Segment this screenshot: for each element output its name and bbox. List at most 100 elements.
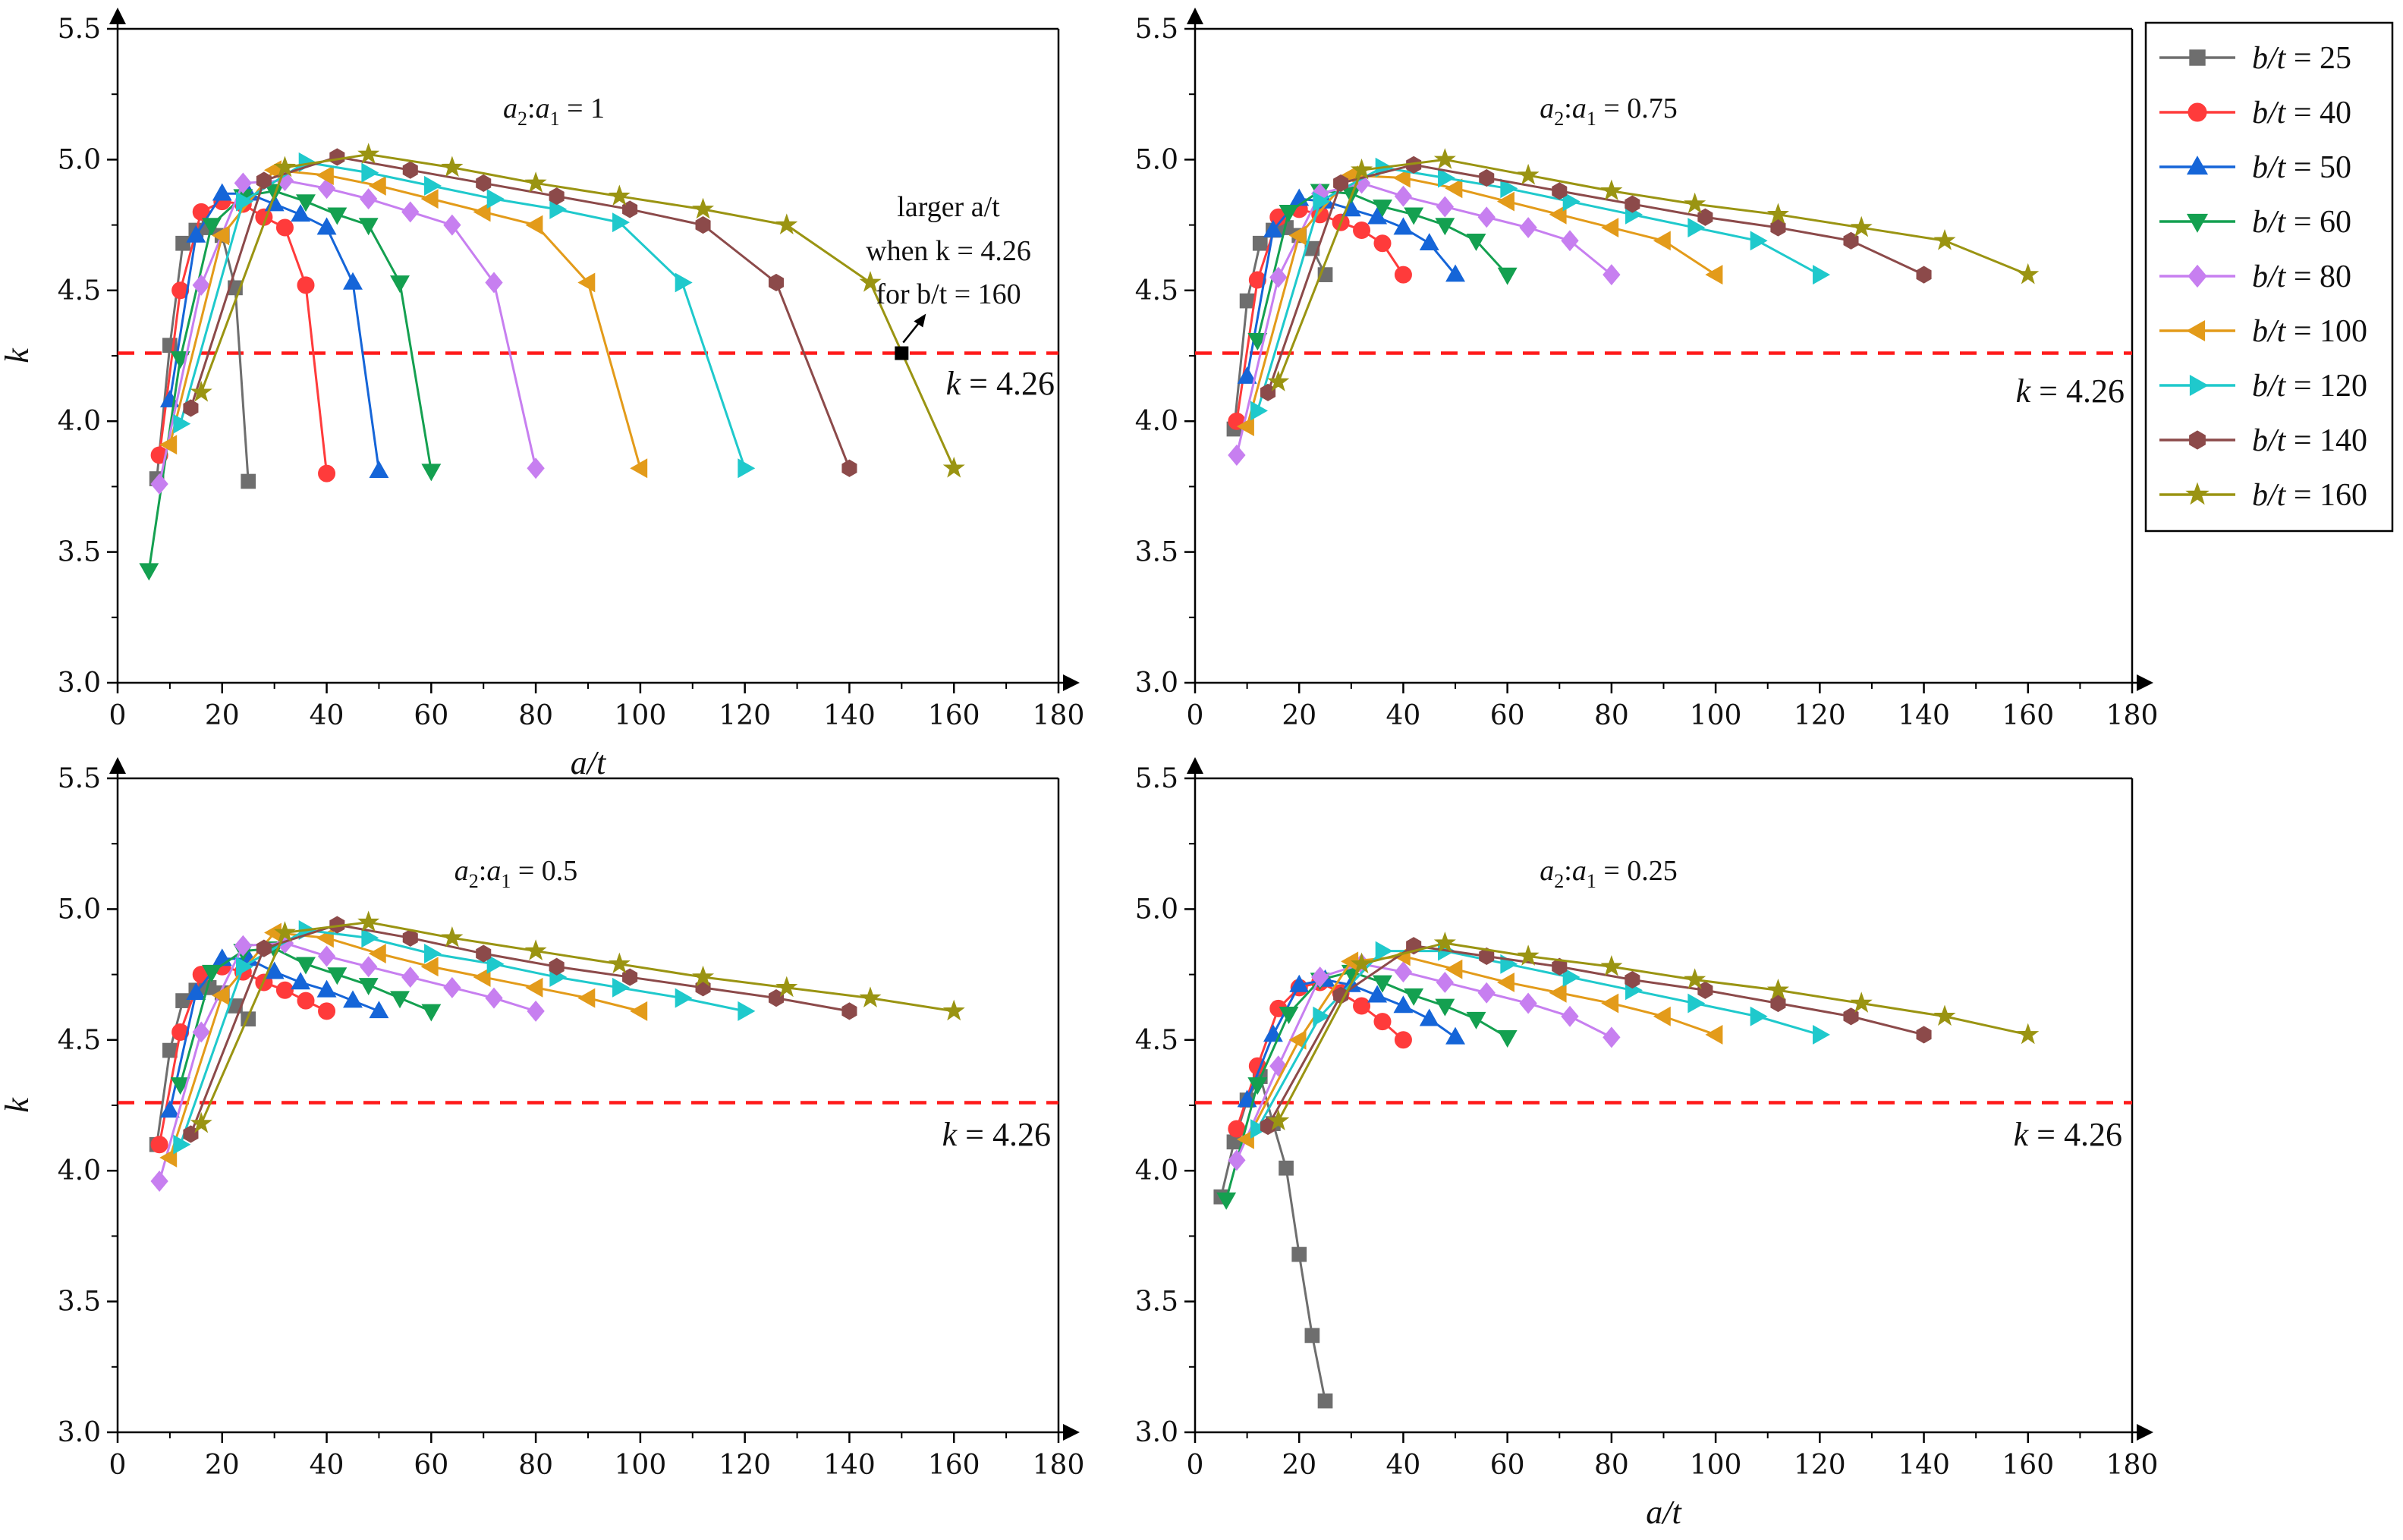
data-point <box>675 272 693 293</box>
data-point <box>390 275 410 294</box>
data-point <box>525 977 543 998</box>
data-point <box>1228 1149 1246 1171</box>
y-axis-title: k <box>0 347 36 363</box>
x-tick-label: 140 <box>823 700 876 731</box>
data-point <box>318 464 336 482</box>
data-point <box>175 993 190 1008</box>
y-tick-label: 4.5 <box>58 1025 101 1056</box>
data-point <box>1466 1011 1486 1029</box>
data-point <box>317 945 336 967</box>
series-160 <box>190 910 965 1133</box>
data-point <box>1684 968 1706 989</box>
data-point <box>256 171 272 190</box>
data-point <box>1625 970 1640 989</box>
data-point <box>329 916 345 934</box>
series-80 <box>150 170 545 495</box>
data-point <box>357 143 380 164</box>
y-tick-label: 5.0 <box>58 894 101 925</box>
x-tick-label: 40 <box>1386 1450 1421 1481</box>
data-point <box>327 967 348 985</box>
data-point <box>291 972 311 990</box>
data-point <box>361 928 379 948</box>
data-point <box>1419 233 1439 251</box>
x-tick-label: 180 <box>2106 700 2159 731</box>
chart-panel-1: 0 20 40 60 80 100 120 140 160 180 3.0 3.5 4.0 4.5 5.0 5… <box>0 8 1084 781</box>
data-point <box>1653 231 1671 251</box>
data-point <box>1705 265 1723 285</box>
data-point <box>1433 148 1456 169</box>
data-point <box>139 563 159 581</box>
data-point <box>1445 1026 1466 1045</box>
data-point <box>527 1000 545 1022</box>
data-point <box>150 473 168 495</box>
y-tick-label: 3.0 <box>1135 668 1178 699</box>
data-point <box>296 957 316 975</box>
series-140 <box>1260 937 1932 1136</box>
x-tick-label: 20 <box>205 700 240 731</box>
series-160 <box>1267 931 2040 1131</box>
chart-panel-3: 0 20 40 60 80 100 120 140 160 180 3.0 3.5 4.0 4.5 5.0 5… <box>0 757 1084 1481</box>
series-line <box>179 161 747 469</box>
legend-marker <box>2188 102 2207 122</box>
data-point <box>1549 982 1567 1003</box>
x-tick-label: 80 <box>518 1450 553 1481</box>
data-point <box>421 464 442 482</box>
data-point <box>173 413 191 434</box>
data-point <box>1393 217 1414 235</box>
data-point <box>1216 1192 1237 1210</box>
x-tick-label: 20 <box>1282 700 1316 731</box>
data-point <box>1445 959 1463 979</box>
data-point <box>256 939 272 957</box>
data-point <box>1333 174 1349 193</box>
data-point <box>202 964 222 982</box>
data-point <box>443 976 461 998</box>
y-tick-label: 3.0 <box>58 668 101 699</box>
data-point <box>1228 445 1246 467</box>
legend-label: b/t = 160 <box>2252 478 2367 513</box>
annotation-arrow-head <box>914 313 926 328</box>
data-point <box>1600 954 1623 976</box>
data-point <box>476 174 492 193</box>
x-tick-label: 60 <box>414 1450 448 1481</box>
data-point <box>622 968 638 986</box>
data-point <box>369 1001 389 1019</box>
data-point <box>1477 206 1496 228</box>
data-point <box>1419 1008 1439 1026</box>
y-axis-arrow <box>109 8 126 24</box>
data-point <box>162 1042 178 1058</box>
data-point <box>692 965 715 987</box>
data-point <box>1433 931 1456 953</box>
data-point <box>775 976 798 998</box>
series-line <box>1256 166 1821 411</box>
series-line <box>190 923 850 1135</box>
data-point <box>183 1125 199 1143</box>
data-point <box>1353 221 1371 239</box>
data-point <box>1228 1120 1246 1138</box>
x-tick-label: 180 <box>1033 700 1085 731</box>
series-140 <box>183 916 857 1143</box>
data-point <box>1267 1109 1290 1131</box>
series-120 <box>1250 157 1831 421</box>
data-point <box>485 272 503 294</box>
data-point <box>525 215 543 235</box>
panel-title: a2:a1 = 0.25 <box>1540 855 1678 892</box>
data-point <box>1479 168 1495 187</box>
x-tick-label: 40 <box>1386 700 1421 731</box>
legend-label: b/t = 25 <box>2252 41 2351 76</box>
legend-item: b/t = 120 <box>2159 369 2367 404</box>
data-point <box>486 954 505 974</box>
x-tick-label: 80 <box>1594 700 1629 731</box>
y-tick-label: 4.0 <box>1135 406 1178 437</box>
data-point <box>275 981 294 999</box>
data-point <box>1500 178 1518 199</box>
data-point <box>1697 208 1713 226</box>
data-point <box>1304 1328 1320 1344</box>
data-point <box>316 217 337 235</box>
data-point <box>1404 207 1424 225</box>
data-point <box>361 162 379 183</box>
data-point <box>368 944 386 963</box>
y-tick-label: 3.5 <box>58 537 101 568</box>
data-point <box>1291 1246 1307 1262</box>
data-point <box>768 989 785 1007</box>
legend-item: b/t = 140 <box>2159 423 2367 458</box>
